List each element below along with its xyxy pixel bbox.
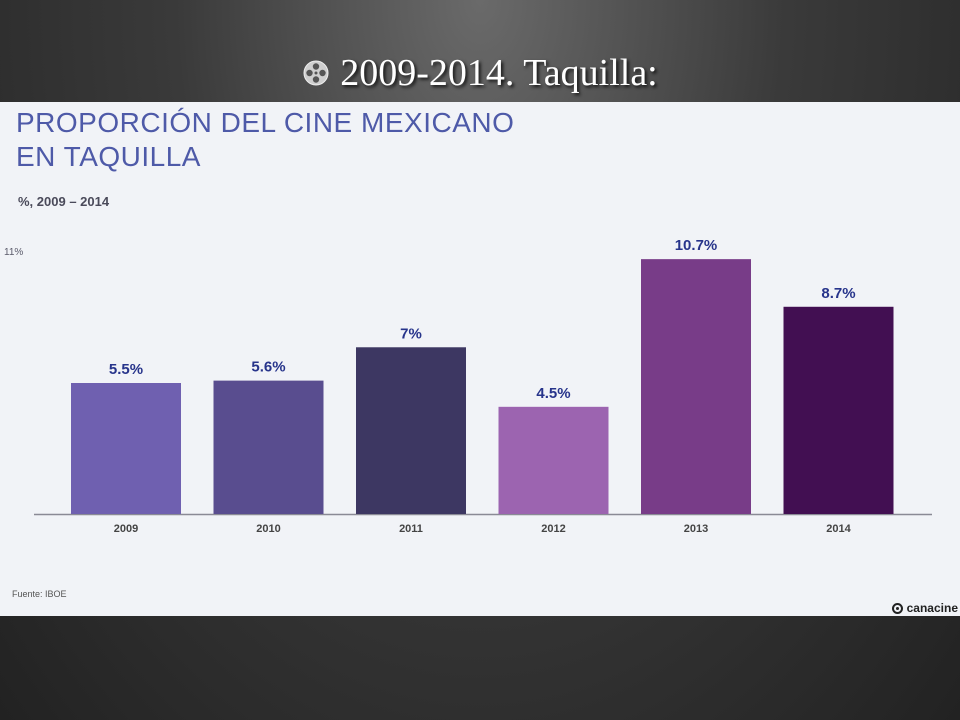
bar-2014 — [783, 306, 894, 514]
chart-panel: PROPORCIÓN DEL CINE MEXICANO EN TAQUILLA… — [0, 102, 960, 616]
source-note: Fuente: IBOE — [12, 589, 67, 599]
y-axis-max-label: 11% — [4, 247, 24, 258]
bar-value-label-2014: 8.7% — [821, 285, 855, 302]
slide-title: 2009-2014. Taquilla: — [0, 48, 960, 98]
chart-title: PROPORCIÓN DEL CINE MEXICANO EN TAQUILLA — [16, 106, 514, 174]
bar-value-label-2013: 10.7% — [675, 237, 718, 254]
chart-title-line-2: EN TAQUILLA — [16, 141, 201, 172]
x-tick-label-2012: 2012 — [541, 523, 565, 535]
bar-2009 — [71, 383, 181, 514]
canacine-logo-icon — [891, 602, 903, 614]
bar-2011 — [356, 347, 466, 514]
bar-2013 — [641, 259, 751, 514]
slide-title-text: 2009-2014. Taquilla: — [340, 52, 658, 94]
canacine-logo-text: canacine — [906, 601, 958, 615]
canacine-logo: canacine — [891, 601, 958, 615]
bar-value-label-2010: 5.6% — [251, 359, 285, 376]
chart-subtitle: %, 2009 – 2014 — [18, 194, 110, 209]
x-tick-label-2009: 2009 — [114, 523, 138, 535]
chart-title-line-1: PROPORCIÓN DEL CINE MEXICANO — [16, 107, 515, 138]
bar-value-label-2009: 5.5% — [109, 361, 143, 378]
x-tick-label-2014: 2014 — [826, 523, 851, 535]
x-tick-label-2011: 2011 — [399, 523, 423, 535]
x-tick-label-2010: 2010 — [256, 523, 280, 535]
bar-2012 — [498, 406, 609, 514]
bar-chart: 5.5% 2009 5.6% 2010 7% 2011 4.5% 2012 10.7% 2013 8… — [34, 237, 932, 535]
bar-2010 — [213, 380, 324, 514]
x-tick-label-2013: 2013 — [684, 523, 708, 535]
bar-value-label-2011: 7% — [400, 325, 422, 342]
film-reel-icon — [303, 60, 329, 86]
bar-value-label-2012: 4.5% — [536, 385, 570, 402]
